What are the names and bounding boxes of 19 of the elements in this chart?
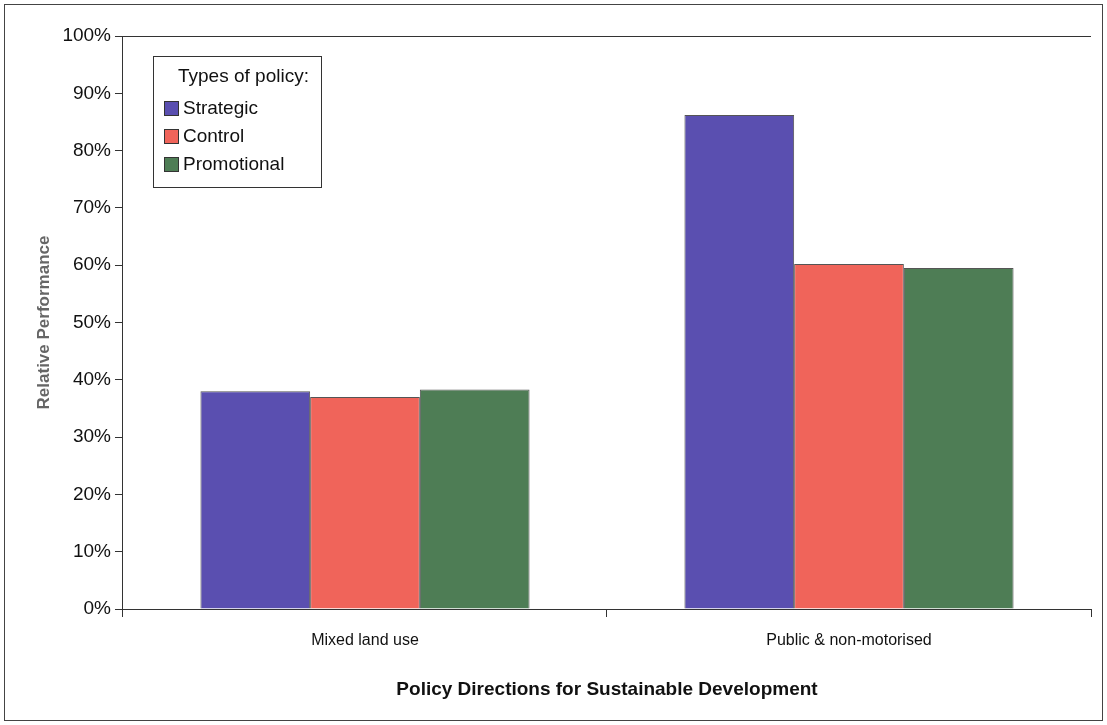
x-tick-label: Public & non-motorised [766,631,932,649]
legend-label: Strategic [182,97,258,119]
y-tick-label: 80% [72,138,112,160]
y-tick-label: 40% [72,368,112,390]
legend-label: Promotional [182,153,285,175]
y-tick-label: 30% [72,425,112,447]
legend-label: Control [182,125,245,147]
y-tick-label: 10% [72,539,112,561]
y-axis-title: Relative Performance [33,235,53,410]
y-tick-label: 20% [72,482,112,504]
y-tick-label: 0% [83,597,112,619]
x-axis-title: Policy Directions for Sustainable Development [396,677,819,699]
y-tick-label: 100% [62,24,112,46]
y-tick-label: 90% [72,81,112,103]
y-tick-label: 70% [72,196,112,218]
y-tick-label: 60% [72,253,112,275]
legend-title: Types of policy: [177,65,309,87]
y-tick-label: 50% [72,310,112,332]
x-tick-label: Mixed land use [311,631,419,649]
